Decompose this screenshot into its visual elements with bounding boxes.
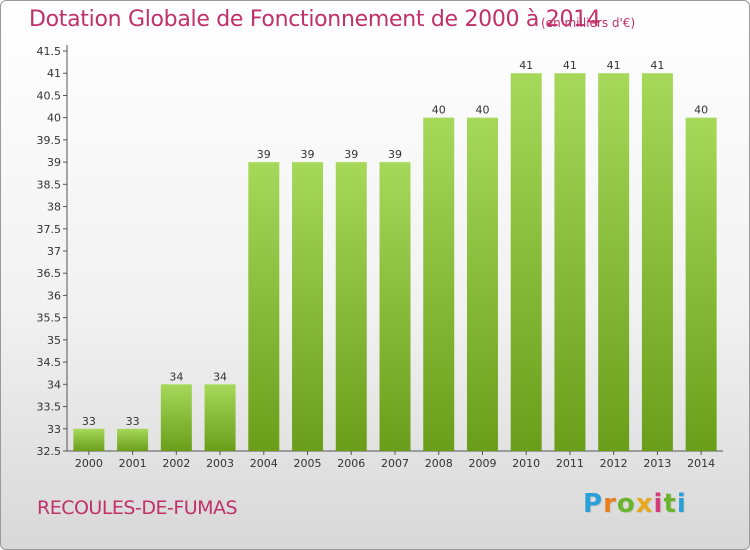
bar (466, 117, 498, 452)
bar (335, 162, 367, 451)
y-tick-label: 39.5 (37, 134, 62, 147)
data-label: 34 (169, 370, 183, 383)
y-tick-label: 40 (47, 112, 61, 125)
y-tick-label: 41 (47, 67, 61, 80)
y-tick-label: 38 (47, 201, 61, 214)
y-tick-label: 35.5 (37, 312, 62, 325)
chart-title: Dotation Globale de Fonctionnement de 20… (29, 7, 601, 32)
x-tick-label: 2002 (162, 457, 190, 470)
bar (554, 73, 586, 451)
logo-letter: o (616, 489, 636, 519)
bar (117, 428, 149, 451)
x-tick-label: 2010 (512, 457, 540, 470)
x-tick-label: 2004 (250, 457, 278, 470)
x-tick-label: 2001 (119, 457, 147, 470)
bar (160, 384, 192, 451)
data-label: 40 (432, 104, 446, 117)
logo-letter: t (663, 489, 677, 519)
y-tick-label: 33.5 (37, 401, 62, 414)
y-tick-label: 35 (47, 334, 61, 347)
chart-subtitle: (en milliers d'€) (541, 16, 636, 30)
x-tick-label: 2005 (294, 457, 322, 470)
data-label: 41 (607, 59, 621, 72)
bar (292, 162, 324, 451)
proxiti-logo: Proxiti (583, 489, 687, 519)
y-tick-label: 40.5 (37, 89, 62, 102)
y-tick-label: 38.5 (37, 178, 62, 191)
data-label: 39 (257, 148, 271, 161)
data-label: 40 (694, 104, 708, 117)
logo-letter: i (653, 489, 664, 519)
logo-letter: P (583, 489, 604, 519)
logo-letter: i (676, 489, 687, 519)
data-label: 33 (82, 415, 96, 428)
y-tick-label: 34 (47, 378, 61, 391)
data-label: 41 (519, 59, 533, 72)
y-tick-label: 36.5 (37, 267, 62, 280)
x-tick-label: 2014 (687, 457, 715, 470)
bar (685, 117, 717, 452)
data-label: 39 (388, 148, 402, 161)
bar (598, 73, 630, 451)
data-label: 39 (344, 148, 358, 161)
x-tick-label: 2000 (75, 457, 103, 470)
y-tick-label: 32.5 (37, 445, 62, 458)
y-tick-label: 39 (47, 156, 61, 169)
logo-letter: x (635, 489, 654, 519)
data-label: 41 (563, 59, 577, 72)
bar (204, 384, 236, 451)
y-tick-label: 37.5 (37, 223, 62, 236)
data-label: 33 (126, 415, 140, 428)
x-tick-label: 2007 (381, 457, 409, 470)
data-label: 41 (650, 59, 664, 72)
x-tick-label: 2008 (425, 457, 453, 470)
y-tick-label: 33 (47, 423, 61, 436)
logo-letter: r (603, 489, 617, 519)
y-tick-label: 41.5 (37, 45, 62, 58)
bar (379, 162, 411, 451)
x-tick-label: 2003 (206, 457, 234, 470)
data-label: 39 (301, 148, 315, 161)
x-tick-label: 2006 (337, 457, 365, 470)
bar (423, 117, 455, 452)
bar (73, 428, 105, 451)
y-tick-label: 36 (47, 289, 61, 302)
y-tick-label: 34.5 (37, 356, 62, 369)
bar (248, 162, 280, 451)
x-tick-label: 2009 (468, 457, 496, 470)
bar (641, 73, 673, 451)
bar (510, 73, 542, 451)
data-label: 34 (213, 370, 227, 383)
x-tick-label: 2013 (643, 457, 671, 470)
data-label: 40 (475, 104, 489, 117)
x-tick-label: 2012 (600, 457, 628, 470)
y-tick-label: 37 (47, 245, 61, 258)
x-tick-label: 2011 (556, 457, 584, 470)
commune-name: RECOULES-DE-FUMAS (37, 497, 238, 519)
